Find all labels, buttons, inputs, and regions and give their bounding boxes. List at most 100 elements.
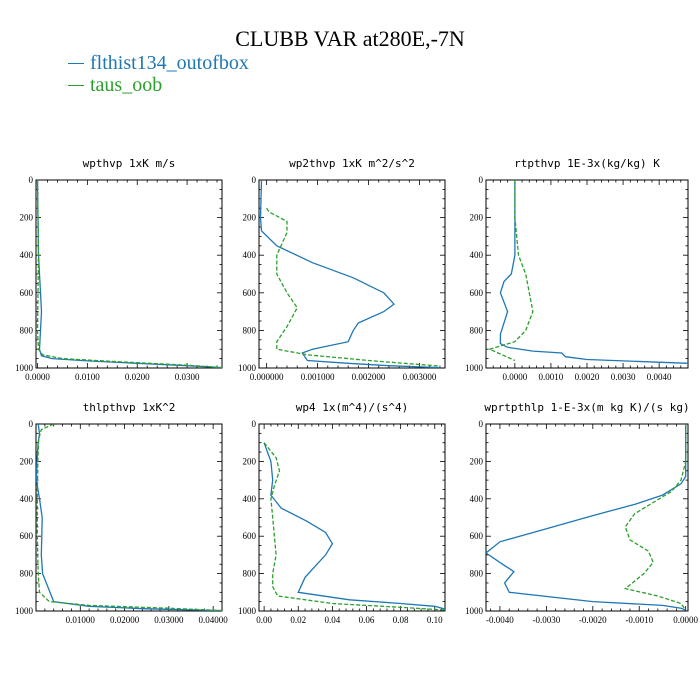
y-tick-label: 0	[29, 175, 34, 185]
x-tick-label: -0.0020	[579, 615, 607, 625]
legend-item-taus-oob: taus_oob	[68, 74, 249, 96]
x-tick-label: 0.02000	[110, 615, 140, 625]
y-tick-label: 0	[479, 419, 484, 429]
y-tick-label: 1000	[238, 363, 257, 373]
y-tick-label: 600	[243, 531, 257, 541]
y-tick-label: 800	[470, 325, 484, 335]
y-tick-label: 400	[470, 494, 484, 504]
series-line-flthist134	[259, 180, 440, 368]
legend-label-taus-oob: taus_oob	[90, 74, 163, 96]
legend-item-flthist134: flthist134_outofbox	[68, 52, 249, 74]
x-tick-label: 0.04000	[199, 615, 229, 625]
series-line-taus-oob	[266, 207, 440, 367]
series-line-taus-oob	[623, 424, 687, 611]
x-tick-label: 0.0020	[575, 372, 600, 382]
y-tick-label: 200	[20, 213, 34, 223]
y-tick-label: 800	[470, 569, 484, 579]
x-tick-label: 0.0010	[539, 372, 564, 382]
panel-title: thlpthvp 1xK^2	[83, 401, 176, 414]
y-tick-label: 400	[20, 494, 34, 504]
y-tick-label: 400	[470, 250, 484, 260]
y-tick-label: 0	[252, 419, 257, 429]
chart-panel-2: wp2thvp 1xK m^2/s^2020040060080010000.00…	[238, 157, 446, 382]
y-tick-label: 600	[20, 288, 34, 298]
y-tick-label: 0	[479, 175, 484, 185]
legend: flthist134_outofbox taus_oob	[68, 52, 249, 96]
x-tick-label: 0.02	[290, 615, 306, 625]
plot-frame	[35, 179, 223, 369]
legend-label-flthist134: flthist134_outofbox	[90, 52, 249, 74]
y-tick-label: 200	[20, 456, 34, 466]
plot-frame	[258, 179, 446, 369]
y-tick-label: 200	[243, 213, 257, 223]
plot-frame	[258, 423, 446, 612]
x-tick-label: -0.0040	[486, 615, 514, 625]
panel-title: wp2thvp 1xK m^2/s^2	[289, 157, 415, 170]
y-tick-label: 1000	[238, 606, 257, 616]
figure-title: CLUBB VAR at280E,-7N	[235, 26, 465, 51]
panel-title: wprtpthlp 1-E-3x(m kg K)/(s kg)	[484, 401, 689, 414]
y-tick-label: 1000	[15, 363, 34, 373]
x-tick-label: 0.002000	[352, 372, 386, 382]
series-line-flthist134	[36, 180, 222, 368]
panel-title: rtpthvp 1E-3x(kg/kg) K	[514, 157, 660, 170]
y-tick-label: 1000	[465, 363, 484, 373]
x-tick-label: 0.000000	[250, 372, 284, 382]
series-line-taus-oob	[263, 442, 445, 611]
panel-title: wp4 1x(m^4)/(s^4)	[296, 401, 409, 414]
y-tick-label: 400	[243, 494, 257, 504]
x-tick-label: 0.0100	[75, 372, 100, 382]
x-tick-label: 0.03000	[154, 615, 184, 625]
x-tick-label: 0.01000	[66, 615, 96, 625]
panel-title: wpthvp 1xK m/s	[83, 157, 176, 170]
x-tick-label: 0.001000	[301, 372, 335, 382]
y-tick-label: 0	[29, 419, 34, 429]
chart-panel-6: wprtpthlp 1-E-3x(m kg K)/(s kg)0 200 400 60…	[465, 401, 699, 625]
y-tick-label: 200	[470, 213, 484, 223]
y-tick-label: 600	[243, 288, 257, 298]
y-tick-label: 0	[252, 175, 257, 185]
x-tick-label: 0.10	[427, 615, 443, 625]
x-tick-label: 0.00	[256, 615, 272, 625]
plot-frame	[35, 423, 223, 612]
x-tick-label: -0.0010	[625, 615, 653, 625]
y-tick-label: 800	[243, 325, 257, 335]
y-tick-label: 200	[243, 456, 257, 466]
series-line-taus-oob	[487, 180, 534, 362]
y-tick-label: 800	[20, 325, 34, 335]
y-tick-label: 400	[243, 250, 257, 260]
y-tick-label: 400	[20, 250, 34, 260]
x-tick-label: 0.0000	[25, 372, 50, 382]
x-tick-label: 0.0200	[125, 372, 150, 382]
y-tick-label: 800	[20, 569, 34, 579]
series-line-flthist134	[486, 424, 687, 611]
x-tick-label: 0.003000	[403, 372, 437, 382]
x-tick-label: -0.0030	[532, 615, 560, 625]
series-line-taus-oob	[36, 180, 222, 368]
y-tick-label: 1000	[15, 606, 34, 616]
y-tick-label: 800	[243, 569, 257, 579]
series-line-taus-oob	[36, 424, 222, 611]
y-tick-label: 600	[470, 288, 484, 298]
chart-panel-3: rtpthvp 1E-3x(kg/kg) K 0 200 400 600 800 1000 0…	[465, 157, 689, 382]
y-tick-label: 200	[470, 456, 484, 466]
x-tick-label: 0.0000	[502, 372, 527, 382]
y-tick-label: 600	[20, 531, 34, 541]
legend-swatch-taus-oob	[68, 84, 84, 86]
y-tick-label: 1000	[465, 606, 484, 616]
x-tick-label: 0.04	[325, 615, 341, 625]
x-tick-label: 0.0030	[611, 372, 636, 382]
x-tick-label: 0.0040	[647, 372, 672, 382]
plot-frame	[485, 179, 689, 369]
legend-swatch-flthist134	[68, 62, 84, 64]
x-tick-label: 0.0300	[175, 372, 200, 382]
series-line-flthist134	[263, 442, 445, 610]
chart-panel-4: thlpthvp 1xK^2 0 200 400 600 800 1000 0.01000 0.…	[15, 401, 228, 625]
y-tick-label: 600	[470, 531, 484, 541]
x-tick-label: 0.08	[393, 615, 409, 625]
x-tick-label: 0.06	[359, 615, 375, 625]
series-line-flthist134	[36, 424, 222, 611]
